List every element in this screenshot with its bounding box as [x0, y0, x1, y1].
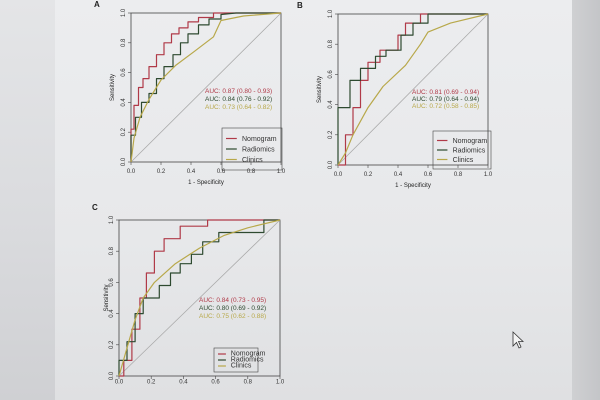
- auc-label-nomogram: AUC: 0.81 (0.69 - 0.94): [412, 89, 479, 96]
- y-tick-label: 0.0: [328, 160, 334, 169]
- panel-label: C: [92, 203, 98, 212]
- chart-panel-c: C 0.0 0.2 0.4 0.6 0.8 1.0 0.0 0.2 0.4 0.6 0.8 1.0 Sen…: [92, 203, 285, 386]
- auc-label-clinics: AUC: 0.73 (0.64 - 0.82): [205, 104, 272, 111]
- auc-label-clinics: AUC: 0.75 (0.62 - 0.88): [199, 313, 266, 320]
- x-tick-label: 0.4: [179, 380, 188, 386]
- reference-diagonal: [130, 12, 282, 163]
- legend-entry: Nomogram: [231, 350, 266, 357]
- y-tick-label: 0.0: [121, 157, 127, 166]
- roc-curve-clinics: [337, 13, 489, 166]
- roc-curve-nomogram: [119, 219, 280, 377]
- y-tick-label: 0.8: [328, 39, 334, 48]
- roc-curve-radiomics: [337, 13, 488, 165]
- y-tick-label: 0.4: [328, 100, 334, 109]
- x-tick-label: 1.0: [277, 169, 286, 175]
- plot-frame: [118, 219, 281, 377]
- auc-label-nomogram: AUC: 0.84 (0.73 - 0.95): [199, 297, 266, 304]
- auc-label-radiomics: AUC: 0.84 (0.76 - 0.92): [205, 96, 272, 103]
- y-tick-label: 0.2: [109, 340, 115, 349]
- y-tick-label: 0.8: [109, 246, 115, 255]
- legend-entry: Nomogram: [453, 138, 488, 145]
- x-tick-label: 0.4: [394, 172, 403, 178]
- auc-label-radiomics: AUC: 0.80 (0.69 - 0.92): [199, 305, 266, 312]
- y-axis-label: Sensitivity: [317, 76, 323, 103]
- legend-entry: Clinics: [453, 157, 474, 164]
- y-tick-label: 0.2: [328, 130, 334, 139]
- auc-label-nomogram: AUC: 0.87 (0.80 - 0.93): [205, 88, 272, 95]
- y-tick-label: 1.0: [121, 8, 127, 17]
- x-tick-label: 0.2: [147, 380, 156, 386]
- y-tick-label: 0.2: [121, 127, 127, 136]
- legend-entry: Nomogram: [242, 136, 277, 143]
- y-tick-label: 1.0: [109, 215, 115, 224]
- legend-entry: Radiomics: [231, 356, 264, 363]
- y-tick-label: 0.6: [121, 68, 127, 77]
- legend-entry: Radiomics: [453, 147, 486, 154]
- y-tick-label: 0.0: [109, 371, 115, 380]
- x-axis-label: 1 - Specificity: [395, 183, 431, 189]
- panel-label: B: [297, 1, 303, 10]
- x-tick-label: 0.2: [157, 169, 166, 175]
- x-tick-label: 0.4: [187, 169, 196, 175]
- y-tick-label: 0.8: [121, 38, 127, 47]
- auc-label-radiomics: AUC: 0.79 (0.64 - 0.94): [412, 96, 479, 103]
- legend-box: [221, 127, 283, 171]
- y-tick-label: 0.6: [328, 70, 334, 79]
- x-tick-label: 0.0: [115, 380, 124, 386]
- x-tick-label: 0.6: [217, 169, 226, 175]
- x-tick-label: 0.8: [454, 172, 463, 178]
- screen-edge: [572, 0, 600, 400]
- x-tick-label: 0.6: [424, 172, 433, 178]
- roc-curve-nomogram: [130, 12, 281, 162]
- x-tick-label: 0.2: [364, 172, 373, 178]
- x-tick-label: 0.8: [247, 169, 256, 175]
- reference-diagonal: [337, 13, 489, 166]
- chart-panel-a: A 0.0 0.2 0.4 0.6 0.8 1.0 0.0 0.2 0.4 0.6 0.8 1.0 1 -…: [94, 0, 286, 186]
- legend-entry: Clinics: [231, 362, 252, 369]
- roc-curve-radiomics: [118, 219, 280, 376]
- y-tick-label: 0.4: [109, 309, 115, 318]
- roc-curve-clinics: [130, 12, 282, 163]
- x-tick-label: 1.0: [484, 172, 493, 178]
- panel-label: A: [94, 0, 100, 9]
- legend-entry: Radiomics: [242, 146, 275, 153]
- auc-label-clinics: AUC: 0.72 (0.58 - 0.85): [412, 103, 479, 110]
- x-tick-label: 0.6: [211, 380, 220, 386]
- legend-entry: Clinics: [242, 157, 263, 164]
- plot-frame: [130, 12, 282, 163]
- x-axis-label: 1 - Specificity: [188, 180, 224, 186]
- y-tick-label: 0.4: [121, 98, 127, 107]
- legend-box: [432, 130, 492, 170]
- x-tick-label: 1.0: [276, 380, 285, 386]
- legend-box: [213, 347, 259, 373]
- y-tick-label: 1.0: [328, 9, 334, 18]
- y-axis-label: Sensitivity: [104, 284, 110, 311]
- y-tick-label: 0.6: [109, 278, 115, 287]
- x-tick-label: 0.0: [127, 169, 136, 175]
- x-tick-label: 0.8: [244, 380, 253, 386]
- x-tick-label: 0.0: [334, 172, 343, 178]
- roc-curve-clinics: [118, 219, 281, 377]
- chart-panel-b: B 0.0 0.2 0.4 0.6 0.8 1.0 0.0 0.2 0.4 0.6 0.8 1.0 1 -…: [297, 1, 493, 189]
- plot-frame: [337, 13, 489, 166]
- reference-diagonal: [118, 219, 281, 377]
- y-axis-label: Sensitivity: [110, 74, 116, 101]
